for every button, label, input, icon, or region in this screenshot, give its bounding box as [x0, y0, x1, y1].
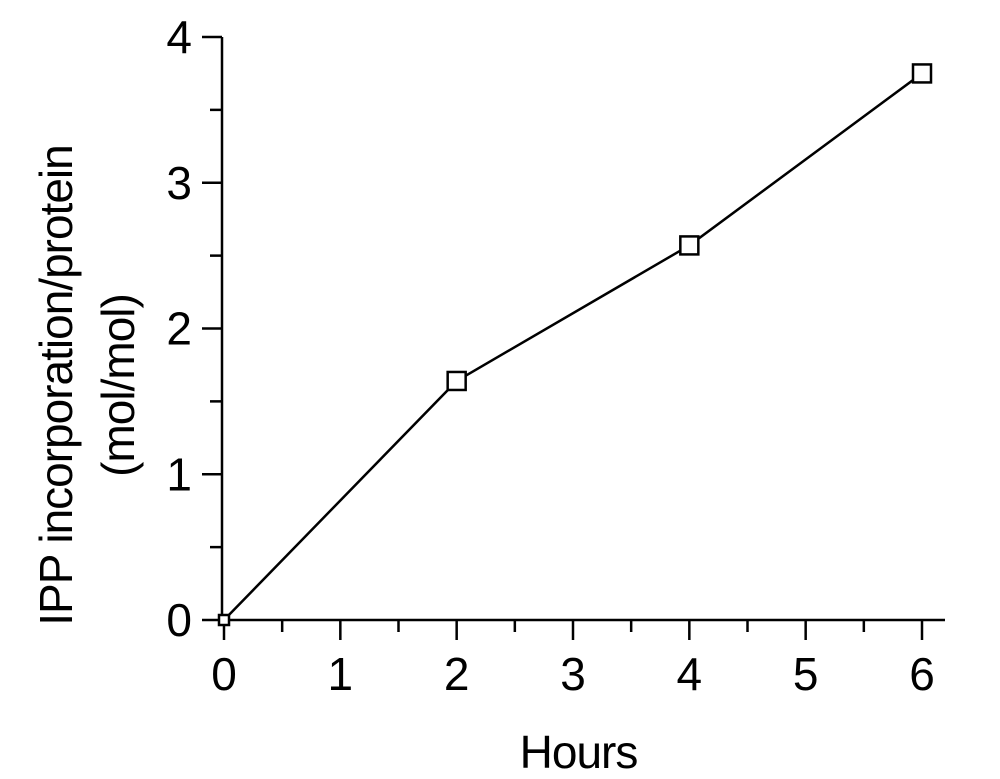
y-tick-label: 4	[166, 11, 192, 63]
x-tick-label: 6	[909, 648, 935, 700]
x-ticks: 0 1 2 3 4 5 6	[211, 620, 935, 700]
y-axis-title-line-1: IPP incorporation/protein	[30, 145, 82, 625]
y-tick-label: 3	[166, 157, 192, 209]
data-point-marker	[217, 613, 231, 627]
data-point-marker	[446, 370, 467, 392]
x-tick-label: 5	[793, 648, 819, 700]
y-tick-label: 1	[166, 448, 192, 500]
x-tick-label: 2	[444, 648, 470, 700]
series-line	[223, 72, 923, 621]
y-tick-label: 0	[166, 594, 192, 646]
x-tick-label: 0	[211, 648, 237, 700]
y-tick-label: 2	[166, 303, 192, 355]
x-tick-label: 4	[677, 648, 703, 700]
y-axis-title-line-2: (mol/mol)	[92, 294, 144, 477]
x-tick-label: 1	[328, 648, 354, 700]
y-ticks: 0 1 2 3 4	[166, 11, 222, 646]
axes: 0 1 2 3 4 5 6 0 1 2 3 4	[166, 11, 945, 700]
x-axis-title: Hours	[520, 726, 638, 778]
data-point-marker	[911, 63, 933, 84]
data-point-marker	[679, 235, 700, 256]
series	[217, 63, 933, 627]
x-tick-label: 3	[560, 648, 586, 700]
